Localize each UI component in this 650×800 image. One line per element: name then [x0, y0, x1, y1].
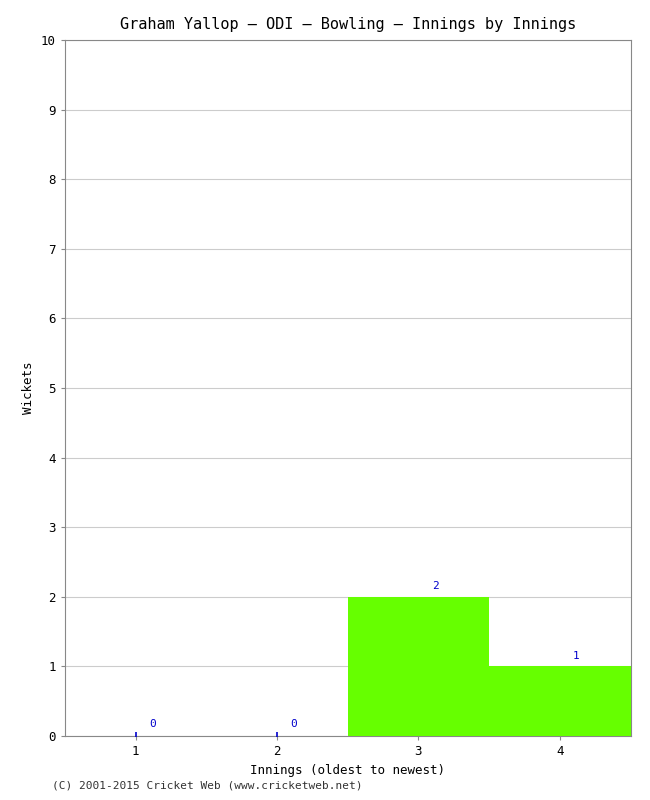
Text: 0: 0 [149, 719, 156, 729]
Text: 1: 1 [573, 651, 580, 661]
Text: 2: 2 [432, 582, 439, 591]
Bar [489, 666, 630, 736]
Bar [348, 597, 489, 736]
Text: 0: 0 [291, 719, 297, 729]
X-axis label: Innings (oldest to newest): Innings (oldest to newest) [250, 763, 445, 777]
Title: Graham Yallop – ODI – Bowling – Innings by Innings: Graham Yallop – ODI – Bowling – Innings … [120, 17, 576, 32]
Text: (C) 2001-2015 Cricket Web (www.cricketweb.net): (C) 2001-2015 Cricket Web (www.cricketwe… [52, 781, 363, 790]
Y-axis label: Wickets: Wickets [22, 362, 35, 414]
